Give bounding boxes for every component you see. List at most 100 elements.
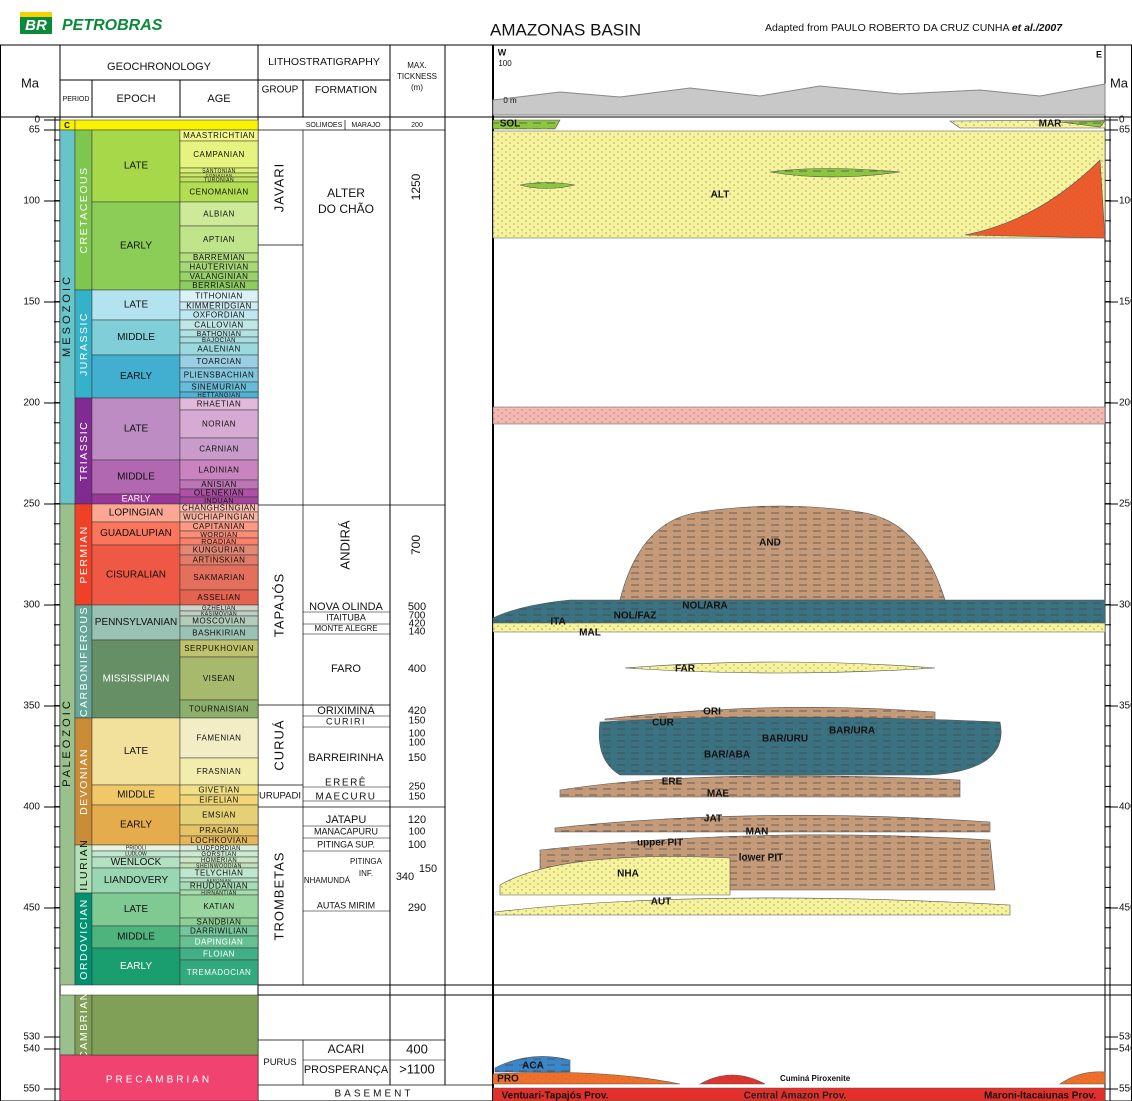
age-label: BERRIASIAN xyxy=(192,281,245,290)
period-label: JURASSIC xyxy=(78,312,90,376)
age-label: HAUTERIVIAN xyxy=(189,263,248,272)
age xyxy=(179,959,259,986)
rock-texture xyxy=(493,1072,680,1084)
period-label: CAMBRIAN xyxy=(78,991,90,1058)
age-label: VISEAN xyxy=(203,674,235,683)
age-label: ARTINSKIAN xyxy=(193,556,246,565)
unit-label: NOL/FAZ xyxy=(614,611,657,622)
age-label: CONIACIAN xyxy=(206,173,233,178)
age-label: BATHONIAN xyxy=(197,331,242,338)
age xyxy=(179,656,259,701)
thickness-label: 100 xyxy=(409,738,426,749)
age-label: SERPUKHOVIAN xyxy=(184,644,254,653)
age-label: DARRIWILIAN xyxy=(190,927,248,936)
thickness-label: 400 xyxy=(406,1041,428,1056)
tick-label: 0 xyxy=(34,115,40,126)
formation-label: ACARI xyxy=(328,1042,365,1056)
unit-label: PRO xyxy=(497,1074,519,1085)
unit-label: BAR/URA xyxy=(829,726,875,737)
age-label: NORIAN xyxy=(202,420,236,429)
unit-label: MAE xyxy=(707,789,730,800)
epoch-label: MIDDLE xyxy=(117,790,155,801)
unit-label: NHA xyxy=(617,869,639,880)
age-label: WORDIAN xyxy=(200,532,237,539)
period xyxy=(91,994,259,1056)
unit-label: lower PIT xyxy=(739,853,783,864)
thickness-label: 150 xyxy=(409,792,426,803)
age-label: EIFELIAN xyxy=(199,796,239,805)
formation-label: INF. xyxy=(359,869,373,878)
age-label: CARNIAN xyxy=(199,445,239,454)
tick-label: 540 xyxy=(1119,1044,1132,1055)
era xyxy=(59,994,76,1056)
age xyxy=(179,409,259,439)
unit-label: ITA xyxy=(550,617,565,628)
age-label: ALBIAN xyxy=(203,210,234,219)
tick-label: 400 xyxy=(1119,802,1132,813)
thickness-label: 420 xyxy=(409,619,426,630)
age-label: ANISIAN xyxy=(201,480,237,489)
thickness-label: 150 xyxy=(409,716,426,727)
rock-texture xyxy=(493,623,1105,632)
formation-label: ITAITUBA xyxy=(326,612,366,622)
tick-label: 250 xyxy=(23,499,40,510)
epoch-label: LATE xyxy=(124,904,149,915)
thickness-label: 700 xyxy=(409,611,426,622)
tick-label: 150 xyxy=(23,297,40,308)
group-label: JAVARI xyxy=(271,163,286,213)
epoch xyxy=(91,129,181,203)
tick-label: 250 xyxy=(1119,499,1132,510)
age-label: GORSTIAN xyxy=(201,852,236,858)
age-label: CALLOVIAN xyxy=(194,321,243,330)
unit-label: MAL xyxy=(579,628,601,639)
formation-label: BARREIRINHA xyxy=(308,752,384,764)
unit-label: BAR/ABA xyxy=(704,750,750,761)
province-label: Maroni-Itacaiunas Prov. xyxy=(984,1091,1096,1101)
age-label: HIRNANTIAN xyxy=(201,890,237,896)
epoch-label: EARLY xyxy=(120,371,152,382)
tick-label: 450 xyxy=(23,903,40,914)
age-label: MAASTRICHTIAN xyxy=(183,131,255,140)
age xyxy=(179,201,259,227)
period-label: DEVONIAN xyxy=(78,748,90,815)
rock-texture xyxy=(965,160,1105,238)
thickness-label: 100 xyxy=(409,729,426,740)
age xyxy=(179,140,259,169)
ma-header: Ma xyxy=(21,75,40,90)
tick-label: 350 xyxy=(1119,701,1132,712)
tick-label: 200 xyxy=(23,398,40,409)
age-label: WUCHIAPINGIAN xyxy=(183,513,255,522)
age-label: SHEINWOODIAN xyxy=(196,863,242,869)
age-label: KUNGURIAN xyxy=(193,546,246,555)
epoch-label: MIDDLE xyxy=(117,472,155,483)
thickness-label: 250 xyxy=(409,782,426,793)
epoch xyxy=(91,397,181,461)
thickness-label: 100 xyxy=(408,839,426,851)
rock-texture xyxy=(500,856,730,895)
tick-label: 530 xyxy=(1119,1032,1132,1043)
age-label: FRASNIAN xyxy=(197,767,241,776)
formation-label: ORIXIMINÁ xyxy=(317,704,375,717)
tick-label: 0 xyxy=(1119,115,1125,126)
age xyxy=(179,757,259,786)
header: FORMATION xyxy=(315,84,377,96)
tick-label: 530 xyxy=(23,1032,40,1043)
unit-label: SOL xyxy=(500,119,521,130)
period-label: CARBONIFEROUS xyxy=(78,606,90,717)
epoch-label: EARLY xyxy=(122,493,151,503)
age-label: SAKMARIAN xyxy=(193,573,245,582)
thickness-label: 150 xyxy=(419,863,437,875)
epoch-label: LATE xyxy=(124,424,149,435)
unit-label: MAR xyxy=(1039,119,1063,130)
formation-label: DO CHÃO xyxy=(318,202,374,216)
header: MAX. xyxy=(407,61,427,70)
logo: BR xyxy=(25,17,47,34)
age-label: BASHKIRIAN xyxy=(192,629,245,638)
basement-label: BASEMENT xyxy=(334,1089,413,1100)
elevation: 0 m xyxy=(503,96,517,105)
age-label: RHUDDANIAN xyxy=(190,882,248,891)
age-label: RHAETIAN xyxy=(197,400,241,409)
tick-label: 65 xyxy=(29,125,41,136)
credit-text: Adapted from PAULO ROBERTO DA CRUZ CUNHA xyxy=(765,22,1009,34)
province-label: Ventuari-Tapajós Prov. xyxy=(502,1091,609,1101)
